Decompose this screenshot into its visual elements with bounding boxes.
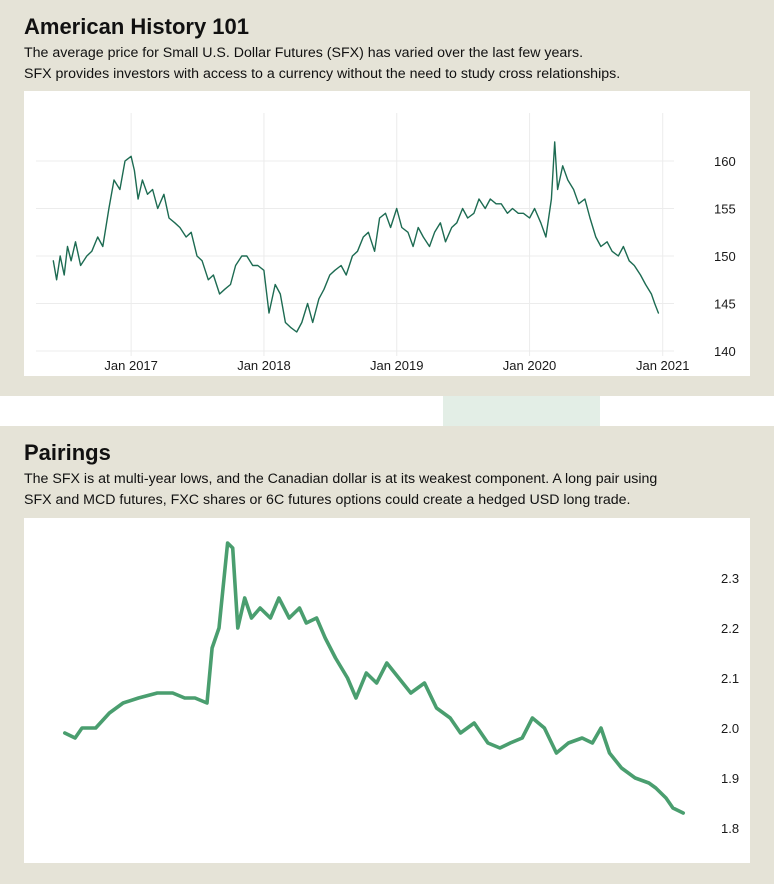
x-tick-label: Jan 2019 <box>370 358 424 373</box>
y-tick-label: 1.8 <box>721 821 739 836</box>
pairings-panel: Pairings The SFX is at multi-year lows, … <box>0 426 774 884</box>
x-tick-label: Jan 2018 <box>237 358 291 373</box>
y-tick-label: 2.0 <box>721 721 739 736</box>
x-tick-label: Jan 2021 <box>636 358 690 373</box>
history-chart-box: 140 145 150 155 160 Jan 2017 Jan 2018 Jan 2019 J… <box>24 91 750 376</box>
history-title: American History 101 <box>24 14 249 39</box>
pairings-title: Pairings <box>24 440 111 465</box>
pairings-subtitle-line2: SFX and MCD futures, FXC shares or 6C fu… <box>24 492 631 508</box>
x-tick-label: Jan 2020 <box>503 358 557 373</box>
y-tick-label: 140 <box>714 344 736 359</box>
y-tick-label: 150 <box>714 249 736 264</box>
history-subtitle-line2: SFX provides investors with access to a … <box>24 66 621 82</box>
y-tick-label: 1.9 <box>721 771 739 786</box>
panel-connector <box>443 396 600 426</box>
series-line <box>62 541 686 815</box>
pairings-chart-box: 1.81.92.02.12.22.3Jan '20Mar '20May '20J… <box>24 518 750 880</box>
y-tick-label: 2.3 <box>721 571 739 586</box>
series-line <box>52 141 660 333</box>
history-subtitle-line1: The average price for Small U.S. Dollar … <box>24 45 584 61</box>
y-tick-label: 2.1 <box>721 671 739 686</box>
history-panel: American History 101 The average price f… <box>0 0 774 396</box>
y-tick-label: 160 <box>714 154 736 169</box>
pairings-subtitle-line1: The SFX is at multi-year lows, and the C… <box>24 471 658 487</box>
pairings-chart: 1.81.92.02.12.22.3Jan '20Mar '20May '20J… <box>42 541 739 880</box>
y-tick-label: 2.2 <box>721 621 739 636</box>
x-tick-label: Jan 2017 <box>104 358 158 373</box>
y-tick-label: 155 <box>714 202 736 217</box>
y-tick-label: 145 <box>714 297 736 312</box>
history-chart: 140 145 150 155 160 Jan 2017 Jan 2018 Jan 2019 J… <box>36 113 736 373</box>
